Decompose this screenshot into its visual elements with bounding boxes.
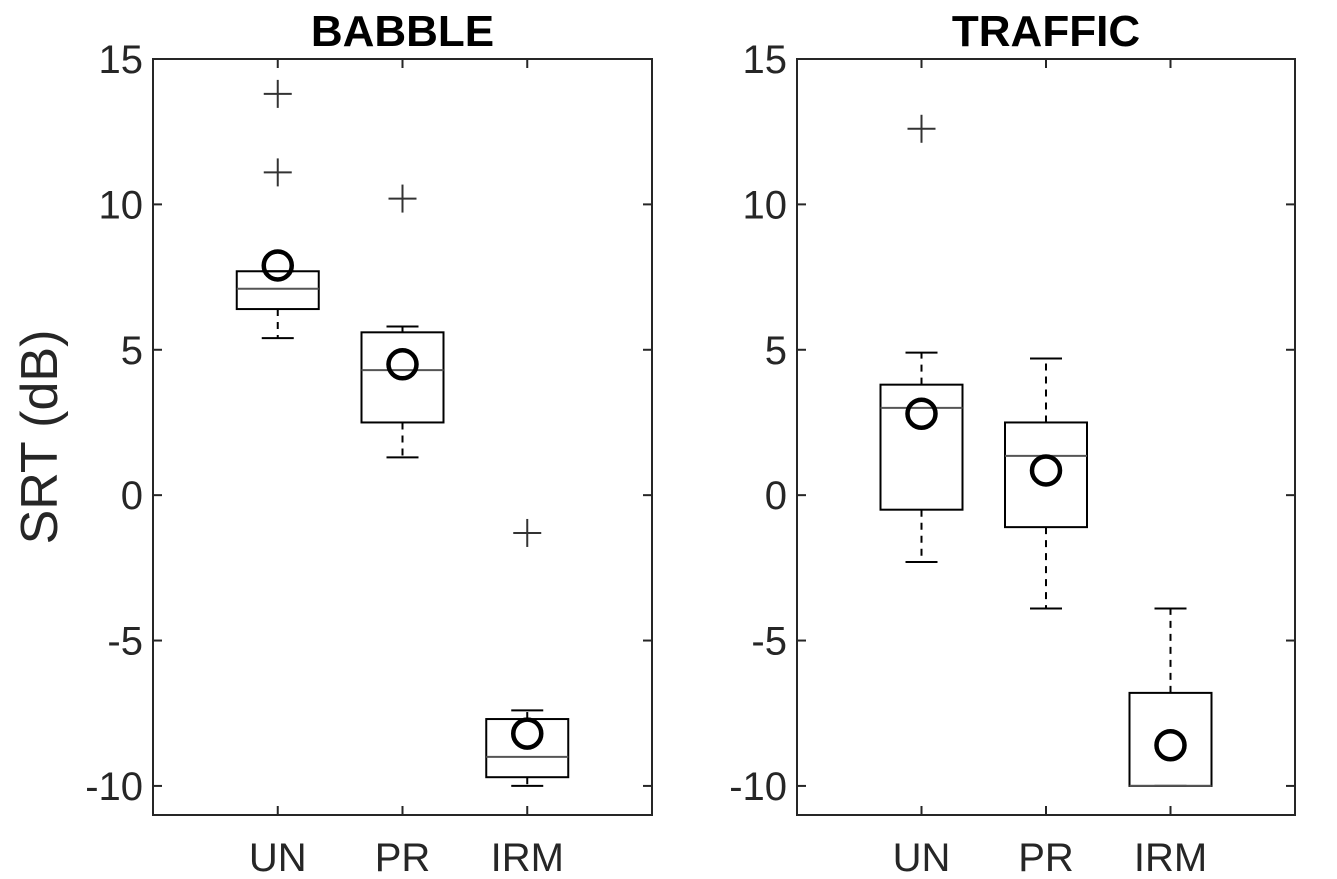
y-tick-label: 10 xyxy=(99,183,144,227)
mean-marker xyxy=(386,348,419,381)
mean-marker xyxy=(905,397,938,430)
iqr-box xyxy=(879,383,964,511)
x-tick-label: PR xyxy=(375,836,431,879)
y-tick-label: 15 xyxy=(99,38,144,82)
y-tick-label: -10 xyxy=(729,765,787,809)
outlier-marker xyxy=(263,158,292,187)
x-tick-label: IRM xyxy=(491,836,564,879)
panel-title: BABBLE xyxy=(311,7,494,56)
y-tick-label: 15 xyxy=(743,38,788,82)
iqr-box xyxy=(1004,421,1088,529)
x-tick-label: PR xyxy=(1018,836,1074,879)
panel-traffic: TRAFFIC -10 -5 0 5 10 15 UN PR IRM xyxy=(729,7,1296,879)
plot-frame xyxy=(796,58,1296,816)
y-tick-label: 0 xyxy=(121,474,143,518)
y-tick-label: 5 xyxy=(765,329,787,373)
x-tick-label: UN xyxy=(893,836,951,879)
mean-marker xyxy=(1154,728,1187,762)
mean-marker xyxy=(1029,454,1063,487)
box-pr xyxy=(1004,357,1088,610)
outlier-marker xyxy=(388,184,417,213)
y-tick-label: 0 xyxy=(765,474,787,518)
iqr-box xyxy=(360,331,445,424)
x-tick-label: IRM xyxy=(1134,836,1207,879)
outlier-marker xyxy=(263,79,292,108)
x-tick-label: UN xyxy=(249,836,307,879)
box-irm xyxy=(485,518,570,787)
iqr-box xyxy=(1128,691,1213,787)
y-tick-label: -5 xyxy=(751,620,787,664)
mean-marker xyxy=(261,249,294,282)
box-un xyxy=(235,79,320,340)
y-axis-label: SRT (dB) xyxy=(11,330,69,545)
panel-title: TRAFFIC xyxy=(952,7,1140,56)
y-tick-label: 5 xyxy=(121,329,143,373)
y-tick-label: -5 xyxy=(107,620,143,664)
y-tick-label: -10 xyxy=(85,765,143,809)
outlier-marker xyxy=(907,114,936,143)
iqr-box xyxy=(235,270,320,311)
box-irm xyxy=(1128,607,1213,787)
y-tick-label: 10 xyxy=(743,183,788,227)
panel-babble: BABBLE -10 -5 0 5 10 15 UN PR IRM xyxy=(85,7,653,879)
box-un xyxy=(879,114,964,564)
box-pr xyxy=(360,184,445,459)
mean-marker xyxy=(511,717,544,750)
outlier-marker xyxy=(513,518,542,547)
panels: BABBLE -10 -5 0 5 10 15 UN PR IRM TRAFFIC -10 -5 0 5 10… xyxy=(85,7,1296,879)
